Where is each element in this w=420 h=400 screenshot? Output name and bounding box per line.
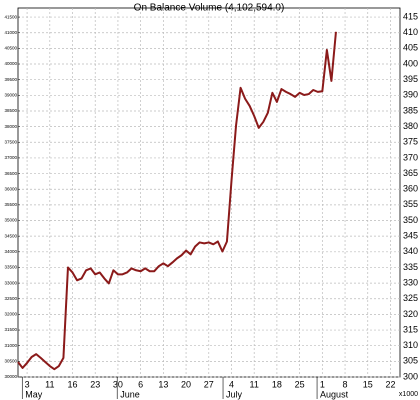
y2-tick-label: 34000 xyxy=(4,249,17,254)
y2-tick-label: 30000 xyxy=(4,374,17,379)
x-tick-label: 3 xyxy=(25,379,30,389)
month-label: August xyxy=(320,389,349,399)
y-tick-label: 375 xyxy=(403,137,418,147)
x-tick-label: 1 xyxy=(320,379,325,389)
x-tick-label: 11 xyxy=(250,379,259,389)
y-tick-label: 325 xyxy=(403,293,418,303)
y2-tick-label: 40500 xyxy=(4,46,17,51)
y-tick-label: 405 xyxy=(403,43,418,53)
month-label: June xyxy=(120,389,140,399)
x-tick-label: 20 xyxy=(181,379,191,389)
y-tick-label: 335 xyxy=(403,262,418,272)
y-tick-label: 345 xyxy=(403,231,418,241)
y-tick-label: 360 xyxy=(403,184,418,194)
y2-tick-label: 37500 xyxy=(4,139,17,144)
y2-tick-label: 33000 xyxy=(4,280,17,285)
y2-tick-label: 38500 xyxy=(4,108,17,113)
y2-tick-label: 35500 xyxy=(4,202,17,207)
x-tick-label: 23 xyxy=(90,379,100,389)
y2-tick-label: 40000 xyxy=(4,61,17,66)
series-line xyxy=(17,31,337,371)
x-tick-label: 11 xyxy=(45,379,54,389)
y2-tick-label: 33500 xyxy=(4,265,17,270)
y-tick-label: 410 xyxy=(403,27,418,37)
x-tick-label: 22 xyxy=(385,379,395,389)
x-tick-label: 8 xyxy=(343,379,348,389)
y-tick-label: 315 xyxy=(403,324,418,334)
x-tick-label: 13 xyxy=(158,379,168,389)
y-tick-label: 370 xyxy=(403,152,418,162)
y2-tick-label: 35000 xyxy=(4,218,17,223)
y-tick-label: 395 xyxy=(403,74,418,84)
y2-tick-label: 34500 xyxy=(4,233,17,238)
y-tick-label: 365 xyxy=(403,168,418,178)
y2-tick-label: 37000 xyxy=(4,155,17,160)
x-tick-label: 4 xyxy=(229,379,234,389)
y-tick-label: 310 xyxy=(403,340,418,350)
y-tick-label: 400 xyxy=(403,58,418,68)
y2-tick-label: 39000 xyxy=(4,93,17,98)
y-tick-label: 355 xyxy=(403,199,418,209)
x-tick-label: 16 xyxy=(67,379,77,389)
month-label: July xyxy=(226,389,243,399)
y-tick-label: 385 xyxy=(403,105,418,115)
y2-tick-label: 41500 xyxy=(4,14,17,19)
x-tick-label: 30 xyxy=(113,379,123,389)
y-tick-label: 350 xyxy=(403,215,418,225)
y2-tick-label: 32500 xyxy=(4,296,17,301)
y-tick-label: 415 xyxy=(403,11,418,21)
y2-tick-label: 39500 xyxy=(4,77,17,82)
y2-tick-label: 31500 xyxy=(4,327,17,332)
y2-tick-label: 31000 xyxy=(4,343,17,348)
y-tick-label: 380 xyxy=(403,121,418,131)
y2-tick-label: 36000 xyxy=(4,186,17,191)
y-unit: x1000 xyxy=(399,391,418,398)
y-tick-label: 305 xyxy=(403,356,418,366)
y2-tick-label: 32000 xyxy=(4,312,17,317)
x-tick-label: 18 xyxy=(272,379,282,389)
y2-tick-label: 38000 xyxy=(4,124,17,129)
y-tick-label: 330 xyxy=(403,277,418,287)
x-tick-label: 15 xyxy=(363,379,373,389)
y2-tick-label: 30500 xyxy=(4,359,17,364)
y-tick-label: 340 xyxy=(403,246,418,256)
y-tick-label: 320 xyxy=(403,309,418,319)
y-tick-label: 390 xyxy=(403,90,418,100)
y2-tick-label: 36500 xyxy=(4,171,17,176)
y2-tick-label: 41000 xyxy=(4,30,17,35)
month-label: May xyxy=(25,389,43,399)
y-tick-label: 300 xyxy=(403,371,418,381)
x-tick-label: 25 xyxy=(295,379,305,389)
x-tick-label: 27 xyxy=(204,379,214,389)
x-tick-label: 6 xyxy=(138,379,143,389)
